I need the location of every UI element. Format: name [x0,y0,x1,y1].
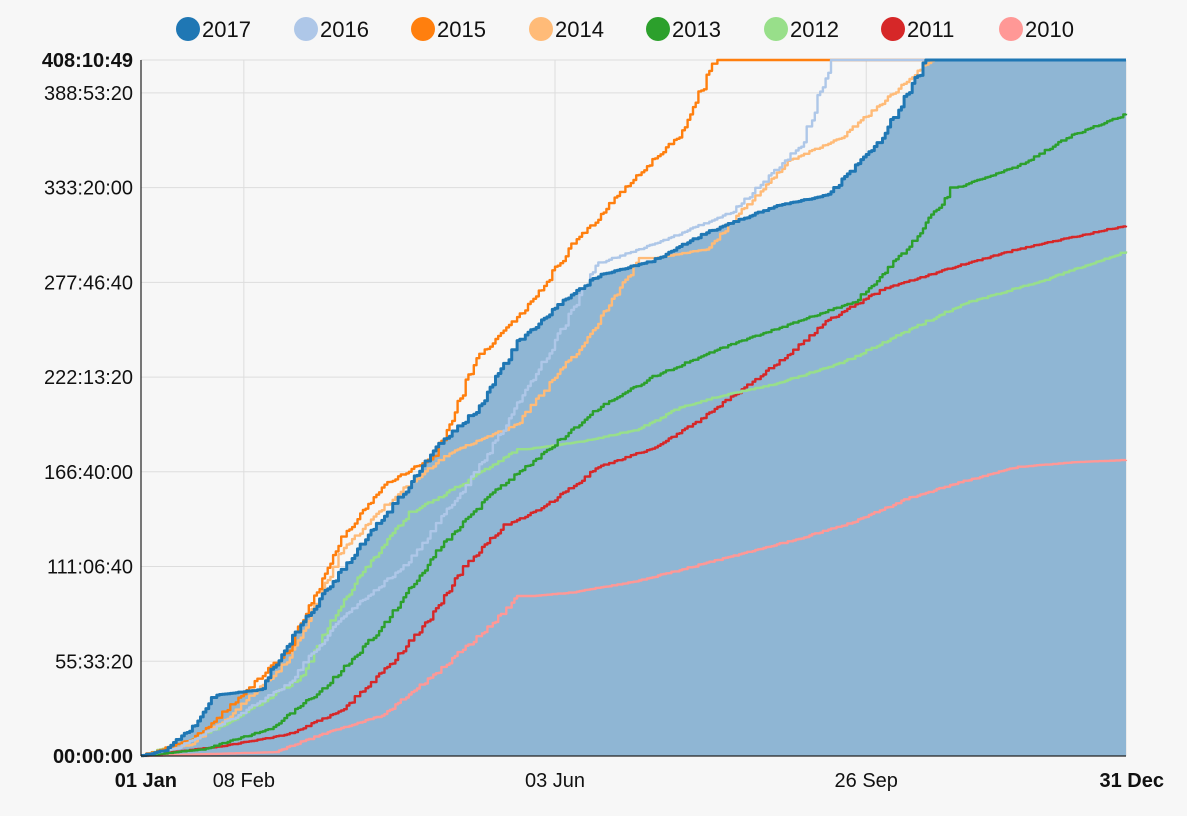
legend-label: 2010 [1025,17,1074,42]
legend-item-2011[interactable]: 2011 [881,17,954,42]
legend-label: 2011 [907,17,954,42]
x-tick-label: 08 Feb [213,770,275,792]
legend-swatch [411,17,435,41]
y-tick-label: 222:13:20 [44,367,133,389]
series-line-2010[interactable] [141,458,1128,758]
legend-item-2015[interactable]: 2015 [411,17,486,42]
x-tick-label: 03 Jun [525,770,585,792]
y-tick-label: 00:00:00 [53,746,133,768]
legend-label: 2016 [320,17,369,42]
series-line-2012[interactable] [141,251,1128,758]
legend-swatch [881,17,905,41]
series-line-2013[interactable] [141,113,1128,758]
legend-swatch [294,17,318,41]
axes: 00:00:00 55:33:20 111:06:40 166:40:00 222:13… [42,50,1164,792]
legend-label: 2017 [202,17,251,42]
series-layer [141,58,1128,758]
series-line-2014[interactable] [141,58,1126,758]
y-tick-label: 55:33:20 [55,651,133,673]
legend-swatch [646,17,670,41]
legend-item-2016[interactable]: 2016 [294,17,369,42]
x-tick-label: 01 Jan [115,770,177,792]
legend-label: 2012 [790,17,839,42]
legend-label: 2014 [555,17,604,42]
y-tick-label: 408:10:49 [42,50,133,72]
series-line-2017[interactable] [141,58,1126,757]
y-tick-label: 166:40:00 [44,462,133,484]
legend-item-2010[interactable]: 2010 [999,17,1074,42]
legend-swatch [176,17,200,41]
y-tick-label: 388:53:20 [44,83,133,105]
legend-label: 2013 [672,17,721,42]
legend-swatch [999,17,1023,41]
legend-label: 2015 [437,17,486,42]
legend-item-2013[interactable]: 2013 [646,17,721,42]
legend[interactable]: 2017 2016 2015 2014 2013 2012 2011 2010 [176,17,1074,42]
legend-item-2012[interactable]: 2012 [764,17,839,42]
y-tick-label: 111:06:40 [47,557,133,579]
legend-swatch [764,17,788,41]
series-line-2011[interactable] [141,225,1128,758]
legend-item-2017[interactable]: 2017 [176,17,251,42]
x-tick-label: 31 Dec [1100,770,1165,792]
y-tick-label: 333:20:00 [44,178,133,200]
legend-swatch [529,17,553,41]
x-tick-label: 26 Sep [835,770,898,792]
legend-item-2014[interactable]: 2014 [529,17,604,42]
series-line-2016[interactable] [141,58,1126,758]
y-tick-label: 277:46:40 [44,272,133,294]
